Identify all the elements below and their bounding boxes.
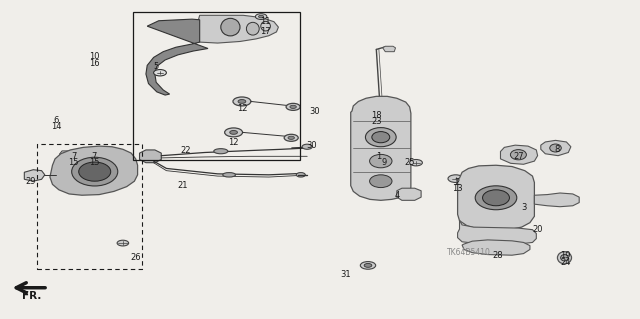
Text: 16: 16 bbox=[90, 59, 100, 68]
Text: 12: 12 bbox=[237, 104, 247, 113]
Circle shape bbox=[238, 100, 246, 103]
Text: 18: 18 bbox=[371, 111, 381, 120]
Polygon shape bbox=[500, 145, 538, 164]
Polygon shape bbox=[397, 188, 421, 200]
Ellipse shape bbox=[372, 131, 390, 143]
Ellipse shape bbox=[72, 157, 118, 186]
Ellipse shape bbox=[214, 149, 228, 154]
Text: 20: 20 bbox=[532, 225, 543, 234]
Circle shape bbox=[302, 144, 312, 149]
Text: 27: 27 bbox=[513, 152, 524, 161]
Text: 22: 22 bbox=[180, 146, 191, 155]
Circle shape bbox=[225, 128, 243, 137]
Text: 14: 14 bbox=[51, 122, 61, 131]
Text: 1: 1 bbox=[376, 152, 381, 161]
Text: 4: 4 bbox=[394, 191, 399, 200]
Text: 9: 9 bbox=[381, 158, 387, 167]
Text: 15: 15 bbox=[68, 158, 79, 167]
Ellipse shape bbox=[79, 162, 111, 181]
Circle shape bbox=[233, 97, 251, 106]
Circle shape bbox=[290, 105, 296, 108]
Text: 7: 7 bbox=[71, 152, 76, 161]
Circle shape bbox=[117, 240, 129, 246]
Polygon shape bbox=[534, 193, 579, 207]
Ellipse shape bbox=[370, 175, 392, 188]
Text: 30: 30 bbox=[310, 107, 320, 115]
Ellipse shape bbox=[370, 154, 392, 168]
Text: 25: 25 bbox=[404, 158, 415, 167]
Polygon shape bbox=[383, 46, 396, 52]
Ellipse shape bbox=[246, 22, 259, 35]
Polygon shape bbox=[458, 220, 536, 244]
Circle shape bbox=[448, 175, 463, 182]
Text: 26: 26 bbox=[131, 253, 141, 262]
Ellipse shape bbox=[223, 173, 236, 177]
Text: 15: 15 bbox=[89, 158, 99, 167]
Ellipse shape bbox=[365, 128, 396, 147]
Polygon shape bbox=[82, 151, 97, 164]
Circle shape bbox=[230, 130, 237, 134]
Circle shape bbox=[259, 15, 264, 18]
Text: 6: 6 bbox=[54, 116, 59, 125]
Text: 23: 23 bbox=[371, 117, 381, 126]
Text: TK64B5410: TK64B5410 bbox=[447, 248, 491, 257]
Text: 24: 24 bbox=[561, 258, 571, 267]
Circle shape bbox=[364, 263, 372, 267]
Text: 29: 29 bbox=[26, 177, 36, 186]
Text: 8: 8 bbox=[554, 145, 559, 154]
Polygon shape bbox=[140, 150, 161, 163]
Circle shape bbox=[286, 103, 300, 110]
Polygon shape bbox=[60, 151, 75, 164]
Text: 12: 12 bbox=[228, 138, 239, 147]
Circle shape bbox=[63, 155, 71, 159]
Polygon shape bbox=[458, 165, 534, 230]
Text: 13: 13 bbox=[452, 184, 462, 193]
Polygon shape bbox=[146, 19, 208, 95]
Circle shape bbox=[288, 136, 294, 139]
Ellipse shape bbox=[483, 190, 509, 206]
Circle shape bbox=[255, 14, 267, 19]
Text: FR.: FR. bbox=[22, 291, 42, 301]
Polygon shape bbox=[50, 146, 138, 195]
Bar bbox=[37, 144, 142, 269]
Circle shape bbox=[86, 155, 93, 159]
Ellipse shape bbox=[557, 252, 572, 264]
Text: 3: 3 bbox=[521, 204, 526, 212]
Circle shape bbox=[360, 262, 376, 269]
Text: 11: 11 bbox=[260, 17, 271, 26]
Circle shape bbox=[410, 160, 422, 166]
Circle shape bbox=[296, 173, 305, 177]
Text: 21: 21 bbox=[177, 181, 188, 190]
Text: 17: 17 bbox=[260, 27, 271, 36]
Bar bbox=[133, 12, 300, 160]
Ellipse shape bbox=[221, 18, 240, 36]
Polygon shape bbox=[351, 96, 411, 200]
Polygon shape bbox=[198, 15, 278, 43]
Text: 10: 10 bbox=[90, 52, 100, 61]
Text: 19: 19 bbox=[561, 251, 571, 260]
Circle shape bbox=[284, 134, 298, 141]
Ellipse shape bbox=[261, 21, 270, 31]
Text: 5: 5 bbox=[153, 62, 158, 71]
Text: 2: 2 bbox=[454, 178, 460, 187]
Circle shape bbox=[154, 70, 166, 76]
Text: 7: 7 bbox=[92, 152, 97, 161]
Polygon shape bbox=[462, 240, 530, 255]
Polygon shape bbox=[24, 170, 45, 181]
Ellipse shape bbox=[550, 144, 561, 152]
Ellipse shape bbox=[475, 186, 517, 210]
Ellipse shape bbox=[511, 150, 527, 160]
Ellipse shape bbox=[561, 255, 568, 261]
Polygon shape bbox=[541, 140, 571, 156]
Text: 28: 28 bbox=[493, 251, 503, 260]
Text: 30: 30 bbox=[307, 141, 317, 150]
Text: 31: 31 bbox=[340, 271, 351, 279]
